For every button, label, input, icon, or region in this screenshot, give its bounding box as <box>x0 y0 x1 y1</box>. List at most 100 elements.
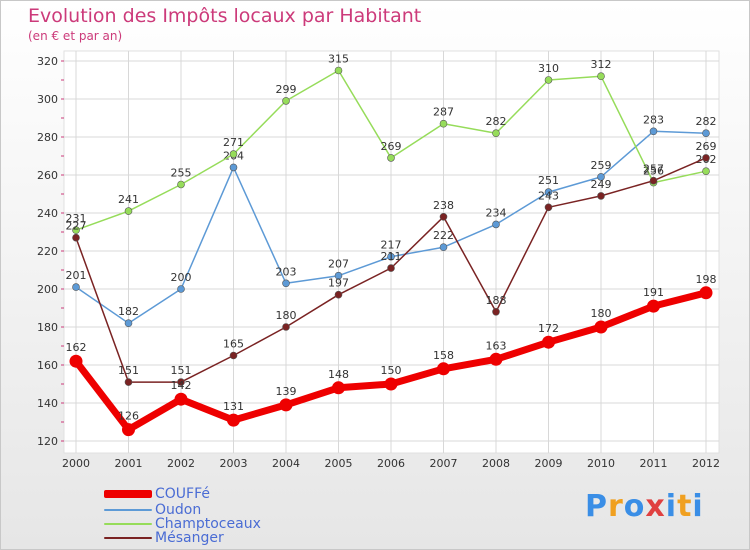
y-tick-label-220: 220 <box>37 245 58 258</box>
data-point-oudon <box>439 243 448 251</box>
y-tick-label-240: 240 <box>37 207 58 220</box>
data-label-couff-: 180 <box>591 307 612 320</box>
data-point-m-sanger <box>649 176 658 185</box>
data-label-oudon: 259 <box>591 159 612 172</box>
data-point-champtoceaux <box>702 167 710 175</box>
x-tick-label-2007: 2007 <box>430 457 458 470</box>
data-label-m-sanger: 227 <box>66 220 87 233</box>
data-label-oudon: 201 <box>66 269 87 282</box>
data-label-m-sanger: 188 <box>486 294 507 307</box>
legend-label-champtoceaux: Champtoceaux <box>155 516 261 532</box>
data-label-champtoceaux: 269 <box>381 140 402 153</box>
y-tick-label-300: 300 <box>37 93 58 106</box>
data-label-oudon: 200 <box>171 271 192 284</box>
data-label-couff-: 198 <box>696 273 717 286</box>
data-label-oudon: 207 <box>328 258 349 271</box>
data-label-champtoceaux: 315 <box>328 53 349 66</box>
logo-letter: o <box>623 489 646 524</box>
data-point-couff- <box>437 362 450 376</box>
data-point-m-sanger <box>229 351 238 360</box>
data-label-couff-: 191 <box>643 286 664 299</box>
legend-label-oudon: Oudon <box>155 502 202 518</box>
data-label-oudon: 234 <box>486 206 507 219</box>
data-point-couff- <box>699 286 713 300</box>
data-point-oudon <box>597 173 605 181</box>
y-tick-label-320: 320 <box>37 55 58 68</box>
data-point-m-sanger <box>334 290 343 299</box>
data-point-oudon <box>72 283 80 291</box>
data-point-champtoceaux <box>72 226 80 234</box>
data-label-m-sanger: 249 <box>591 178 612 191</box>
chart-title: Evolution des Impôts locaux par Habitant <box>28 5 422 27</box>
logo-letter: x <box>645 489 666 524</box>
data-label-couff-: 148 <box>328 368 349 381</box>
y-tick-label-200: 200 <box>37 283 58 296</box>
data-point-champtoceaux <box>597 72 605 80</box>
legend-swatch-oudon <box>104 509 152 511</box>
y-tick-label-160: 160 <box>37 359 58 372</box>
legend-swatch-couffe <box>104 490 152 498</box>
data-point-oudon <box>492 220 500 229</box>
data-point-oudon <box>124 319 133 328</box>
data-point-champtoceaux <box>334 66 343 75</box>
data-label-oudon: 282 <box>696 115 717 128</box>
legend-swatch-champtoceaux <box>104 523 152 525</box>
data-label-champtoceaux: 310 <box>538 62 559 75</box>
data-label-m-sanger: 269 <box>696 140 717 153</box>
data-label-m-sanger: 243 <box>538 189 559 202</box>
data-label-couff-: 139 <box>276 385 297 398</box>
x-tick-label-2009: 2009 <box>535 457 563 470</box>
data-point-couff- <box>647 299 660 313</box>
data-label-champtoceaux: 312 <box>591 58 612 71</box>
data-point-m-sanger <box>544 203 553 212</box>
data-label-oudon: 222 <box>433 229 454 242</box>
data-label-couff-: 162 <box>66 341 87 354</box>
y-tick-label-120: 120 <box>37 435 58 448</box>
x-tick-label-2012: 2012 <box>692 457 720 470</box>
data-point-champtoceaux <box>544 76 553 84</box>
data-point-oudon <box>282 279 290 288</box>
logo-letter: r <box>608 489 624 524</box>
y-tick-label-180: 180 <box>37 321 58 334</box>
data-point-m-sanger <box>387 264 395 272</box>
data-label-oudon: 217 <box>381 239 402 252</box>
data-label-oudon: 251 <box>538 174 559 187</box>
data-label-m-sanger: 151 <box>171 364 192 377</box>
x-tick-label-2001: 2001 <box>115 457 143 470</box>
data-label-oudon: 182 <box>118 305 139 318</box>
chart-subtitle: (en € et par an) <box>28 29 123 43</box>
data-label-champtoceaux: 256 <box>643 165 664 178</box>
logo-letter: P <box>585 489 608 524</box>
data-point-oudon <box>387 252 395 261</box>
data-point-m-sanger <box>72 233 80 242</box>
data-point-champtoceaux <box>492 129 500 137</box>
data-point-m-sanger <box>439 213 448 221</box>
data-label-oudon: 203 <box>276 265 297 278</box>
x-tick-label-2000: 2000 <box>62 457 90 470</box>
data-point-oudon <box>544 188 553 196</box>
data-point-couff- <box>489 352 503 366</box>
data-point-couff- <box>384 377 398 391</box>
x-tick-label-2011: 2011 <box>640 457 668 470</box>
data-point-oudon <box>229 163 238 172</box>
x-tick-label-2006: 2006 <box>377 457 405 470</box>
logo-letter: i <box>665 489 678 524</box>
proxiti-logo: Proxiti <box>585 489 704 524</box>
data-point-couff- <box>279 398 293 412</box>
y-tick-label-280: 280 <box>37 131 58 144</box>
data-label-oudon: 283 <box>643 113 664 126</box>
data-point-champtoceaux <box>177 180 185 189</box>
data-label-m-sanger: 211 <box>381 250 402 263</box>
data-label-couff-: 158 <box>433 349 454 362</box>
data-label-champtoceaux: 255 <box>171 167 192 180</box>
data-point-champtoceaux <box>282 97 290 105</box>
data-label-m-sanger: 180 <box>276 309 297 322</box>
data-point-oudon <box>649 127 658 136</box>
data-point-champtoceaux <box>229 150 238 158</box>
logo-letter: i <box>692 489 704 524</box>
y-tick-label-260: 260 <box>37 169 58 182</box>
data-point-m-sanger <box>597 192 605 200</box>
data-label-m-sanger: 197 <box>328 277 349 290</box>
